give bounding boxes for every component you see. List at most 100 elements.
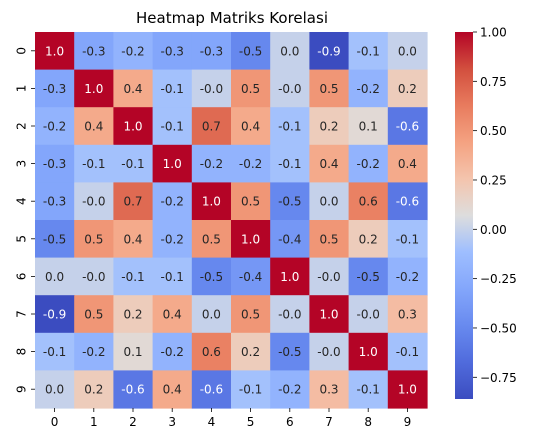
cell-value-label: 0.0 [280,44,299,58]
cell-value-label: 0.4 [398,157,417,171]
y-tick-label: 3 [15,160,29,168]
cell-value-label: 0.5 [84,308,103,322]
colorbar-tick-label: 0.25 [480,173,507,187]
y-tick-label: 8 [15,348,29,356]
cell-value-label: 1.0 [241,232,260,246]
cell-value-label: 1.0 [202,195,221,209]
cell-value-label: -0.0 [200,82,223,96]
cell-value-label: -0.5 [356,270,379,284]
colorbar-tick-label: −0.25 [480,272,517,286]
cell-value-label: 0.6 [202,345,221,359]
cell-value-label: 0.5 [84,232,103,246]
y-tick-label: 0 [15,47,29,55]
cell-value-label: -0.0 [82,195,105,209]
x-axis: 0123456789 [51,408,411,429]
cell-value-label: 0.5 [241,82,260,96]
cell-value-label: -0.6 [121,383,144,397]
colorbar-tick-label: 0.75 [480,75,507,89]
cell-value-label: -0.6 [396,120,419,134]
cell-value-label: -0.1 [278,157,301,171]
x-tick-label: 6 [286,415,294,429]
cell-value-label: 0.1 [123,345,142,359]
cell-value-label: 0.5 [319,82,338,96]
cell-value-label: 0.4 [163,383,182,397]
colorbar-tick-label: 0.00 [480,223,507,237]
y-tick-label: 9 [15,385,29,393]
cell-value-label: -0.2 [278,383,301,397]
cell-value-label: 1.0 [123,120,142,134]
cell-value-label: -0.0 [82,270,105,284]
cell-value-label: -0.1 [356,383,379,397]
cell-value-label: -0.0 [356,308,379,322]
cell-value-label: -0.5 [43,232,66,246]
cell-value-label: 0.3 [319,383,338,397]
cell-value-label: -0.1 [160,82,183,96]
x-tick-label: 5 [247,415,255,429]
cell-value-label: 0.5 [202,232,221,246]
cell-value-label: 0.0 [202,308,221,322]
cell-value-label: -0.2 [82,345,105,359]
cell-value-label: 0.5 [319,232,338,246]
cell-value-label: -0.1 [278,120,301,134]
y-axis: 0 1 2 3 4 5 6 7 8 9 [15,47,36,393]
cell-value-label: -0.1 [121,270,144,284]
cell-value-label: 0.1 [359,120,378,134]
cell-value-label: 1.0 [280,270,299,284]
colorbar-gradient [455,32,473,399]
x-tick-label: 1 [90,415,98,429]
y-tick-label: 4 [15,197,29,205]
cell-value-label: -0.2 [43,120,66,134]
y-tick-label: 2 [15,122,29,130]
cell-value-label: 0.7 [202,120,221,134]
cell-value-label: 0.4 [163,308,182,322]
colorbar-tick-label: 0.50 [480,124,507,138]
cell-value-label: 0.2 [398,82,417,96]
cell-value-label: -0.2 [160,232,183,246]
cell-value-label: -0.2 [121,44,144,58]
cell-value-label: 1.0 [359,345,378,359]
cell-value-label: 0.3 [398,308,417,322]
cell-value-label: -0.0 [278,82,301,96]
cell-value-label: -0.5 [278,195,301,209]
cell-value-label: 0.6 [359,195,378,209]
x-tick-label: 3 [168,415,176,429]
cell-value-label: -0.5 [200,270,223,284]
cell-value-label: -0.9 [43,308,66,322]
cell-value-label: -0.6 [200,383,223,397]
cell-value-label: -0.2 [356,157,379,171]
cell-value-label: -0.1 [160,270,183,284]
cell-value-label: 0.4 [84,120,103,134]
cell-value-label: -0.5 [278,345,301,359]
cell-value-label: -0.0 [317,345,340,359]
x-tick-label: 2 [129,415,137,429]
x-tick-label: 0 [51,415,59,429]
cell-value-label: 1.0 [45,44,64,58]
y-tick-label: 5 [15,235,29,243]
cell-value-label: -0.1 [82,157,105,171]
cell-value-label: -0.2 [239,157,262,171]
cell-value-label: -0.4 [239,270,262,284]
cell-value-label: -0.3 [43,157,66,171]
cell-value-label: -0.1 [121,157,144,171]
cell-value-label: 1.0 [163,157,182,171]
cell-value-label: -0.3 [43,82,66,96]
x-tick-label: 7 [325,415,333,429]
y-tick-label: 7 [15,310,29,318]
cell-value-label: -0.3 [43,195,66,209]
cell-value-label: -0.2 [356,82,379,96]
cell-value-label: -0.1 [396,345,419,359]
cell-value-label: 0.0 [398,44,417,58]
chart-title: Heatmap Matriks Korelasi [136,9,328,27]
cell-value-label: -0.1 [396,232,419,246]
x-tick-label: 4 [208,415,216,429]
cell-value-label: 0.4 [123,82,142,96]
cell-value-label: -0.2 [160,345,183,359]
x-tick-label: 8 [364,415,372,429]
y-tick-label: 1 [15,85,29,93]
cell-value-label: 0.4 [241,120,260,134]
cell-value-label: 1.0 [319,308,338,322]
cell-value-label: -0.2 [396,270,419,284]
y-tick-label: 6 [15,273,29,281]
cell-value-label: 0.2 [123,308,142,322]
